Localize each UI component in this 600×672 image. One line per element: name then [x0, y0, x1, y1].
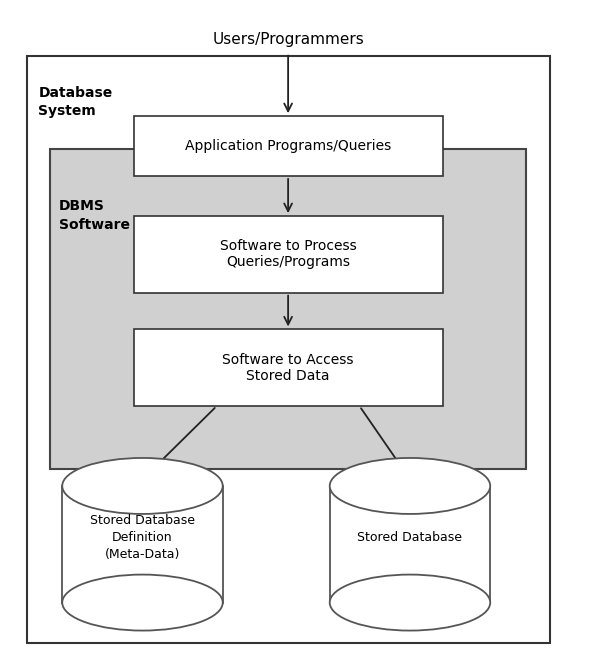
FancyBboxPatch shape	[134, 116, 443, 176]
Polygon shape	[62, 486, 223, 603]
FancyBboxPatch shape	[26, 56, 550, 642]
Text: Database
System: Database System	[38, 86, 113, 118]
Text: Users/Programmers: Users/Programmers	[212, 32, 364, 47]
Ellipse shape	[330, 458, 490, 514]
FancyBboxPatch shape	[134, 216, 443, 293]
FancyBboxPatch shape	[134, 329, 443, 406]
Text: DBMS
Software: DBMS Software	[59, 200, 130, 232]
Ellipse shape	[330, 575, 490, 630]
Text: Software to Process
Queries/Programs: Software to Process Queries/Programs	[220, 239, 356, 269]
Text: Stored Database
Definition
(Meta-Data): Stored Database Definition (Meta-Data)	[90, 514, 195, 561]
Polygon shape	[330, 486, 490, 603]
Ellipse shape	[62, 458, 223, 514]
FancyBboxPatch shape	[50, 149, 526, 469]
Text: Stored Database: Stored Database	[358, 531, 463, 544]
Ellipse shape	[62, 575, 223, 630]
Text: Application Programs/Queries: Application Programs/Queries	[185, 139, 391, 153]
Text: Software to Access
Stored Data: Software to Access Stored Data	[223, 353, 354, 383]
